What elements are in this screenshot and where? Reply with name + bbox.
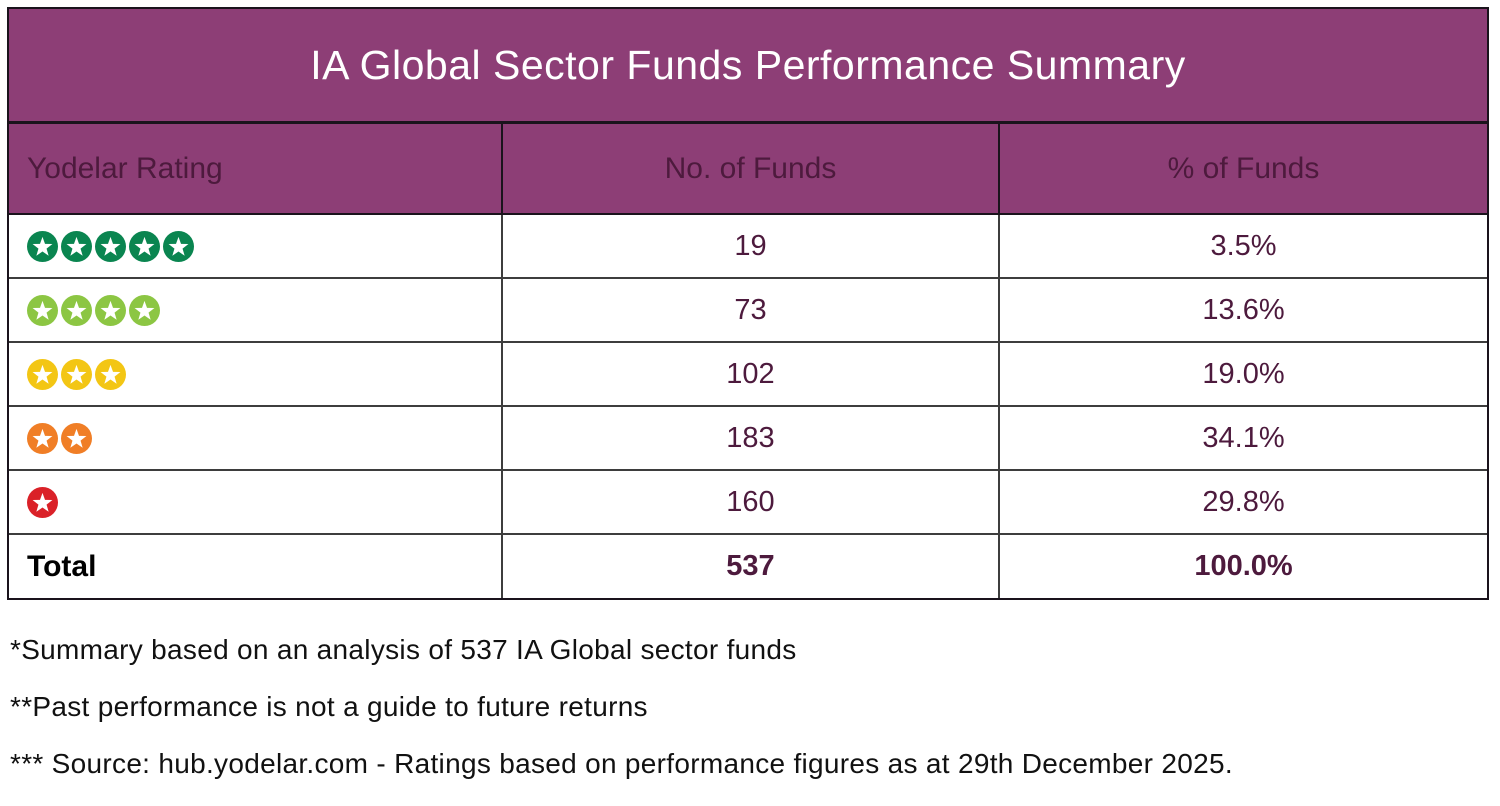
funds-count-3-star: 102 xyxy=(501,343,998,405)
funds-percent-2-star: 34.1% xyxy=(998,407,1487,469)
total-label: Total xyxy=(27,549,97,583)
table-row-5-star: 19 3.5% xyxy=(9,215,1487,279)
star-icon xyxy=(129,230,160,262)
star-icon xyxy=(95,358,126,390)
table-row-3-star: 102 19.0% xyxy=(9,343,1487,407)
star-icon xyxy=(61,230,92,262)
rating-3-stars xyxy=(9,343,501,405)
footnote-past-performance: **Past performance is not a guide to fut… xyxy=(10,691,648,722)
star-icon xyxy=(129,294,160,326)
footnote-analysis: *Summary based on an analysis of 537 IA … xyxy=(10,634,797,665)
star-icon xyxy=(27,230,58,262)
funds-count-1-star: 160 xyxy=(501,471,998,533)
footnote-source: *** Source: hub.yodelar.com - Ratings ba… xyxy=(10,748,1233,779)
star-icon xyxy=(27,294,58,326)
table-row-2-star: 183 34.1% xyxy=(9,407,1487,471)
col-header-pct-of-funds: % of Funds xyxy=(998,124,1487,213)
funds-count-5-star: 19 xyxy=(501,215,998,277)
star-icon xyxy=(27,486,58,518)
rating-5-stars xyxy=(9,215,501,277)
star-icon xyxy=(27,358,58,390)
col-header-yodelar-rating: Yodelar Rating xyxy=(27,151,223,185)
funds-percent-5-star: 3.5% xyxy=(998,215,1487,277)
star-icon xyxy=(95,230,126,262)
rating-4-stars xyxy=(9,279,501,341)
table-header-row: Yodelar Rating No. of Funds % of Funds xyxy=(9,124,1487,215)
rating-1-star xyxy=(9,471,501,533)
star-icon xyxy=(61,422,92,454)
total-funds-percent: 100.0% xyxy=(998,535,1487,598)
funds-percent-1-star: 29.8% xyxy=(998,471,1487,533)
footnotes: *Summary based on an analysis of 537 IA … xyxy=(10,636,1495,806)
rating-2-stars xyxy=(9,407,501,469)
funds-count-4-star: 73 xyxy=(501,279,998,341)
table-total-row: Total 537 100.0% xyxy=(9,535,1487,598)
table-title: IA Global Sector Funds Performance Summa… xyxy=(9,9,1487,124)
total-funds-count: 537 xyxy=(501,535,998,598)
star-icon xyxy=(61,358,92,390)
star-icon xyxy=(27,422,58,454)
funds-percent-3-star: 19.0% xyxy=(998,343,1487,405)
funds-count-2-star: 183 xyxy=(501,407,998,469)
table-row-1-star: 160 29.8% xyxy=(9,471,1487,535)
col-header-no-of-funds: No. of Funds xyxy=(501,124,998,213)
star-icon xyxy=(95,294,126,326)
funds-percent-4-star: 13.6% xyxy=(998,279,1487,341)
performance-summary-table: IA Global Sector Funds Performance Summa… xyxy=(7,7,1489,600)
table-row-4-star: 73 13.6% xyxy=(9,279,1487,343)
star-icon xyxy=(163,230,194,262)
star-icon xyxy=(61,294,92,326)
